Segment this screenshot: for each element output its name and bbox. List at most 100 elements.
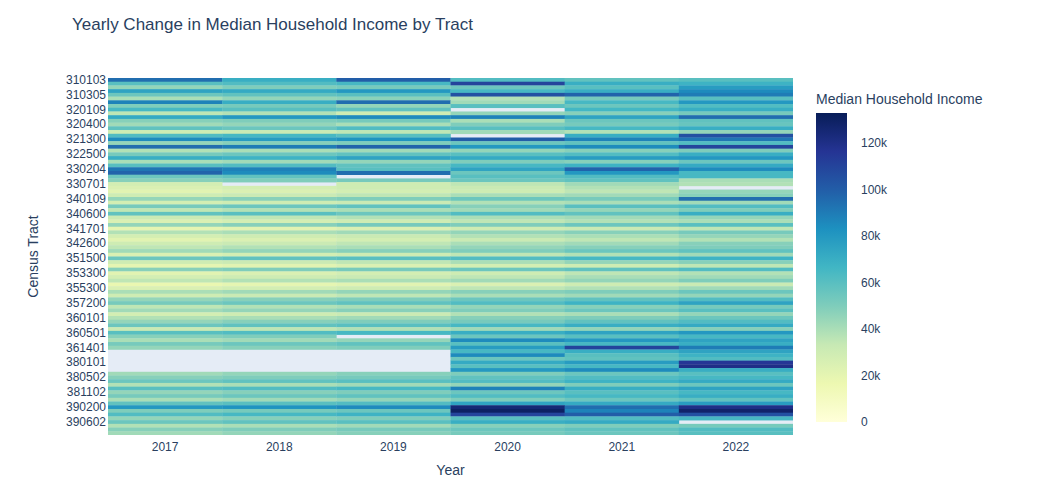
heatmap-cell [565,212,679,216]
heatmap-cell [451,327,565,331]
heatmap-cell [679,216,793,220]
colorbar-tick-label: 80k [861,229,881,243]
heatmap-cell [108,197,222,201]
heatmap-cell [451,424,565,428]
heatmap-cell [565,431,679,435]
heatmap-cell [336,402,450,406]
heatmap-cell [565,89,679,93]
heatmap-cell [108,279,222,283]
heatmap-cell [451,104,565,108]
heatmap-cell [679,171,793,175]
heatmap-cell [565,201,679,205]
heatmap-cell [451,271,565,275]
heatmap-cell [565,156,679,160]
heatmap-cell [565,257,679,261]
heatmap-cell [679,372,793,376]
heatmap-cell [451,245,565,249]
heatmap-cell [451,398,565,402]
heatmap-cell [222,204,336,208]
heatmap-cell [451,368,565,372]
y-tick-label: 340600 [66,207,106,221]
heatmap-cell [565,335,679,339]
heatmap-cell [679,245,793,249]
heatmap-cell [336,171,450,175]
x-tick-label: 2017 [152,440,179,454]
heatmap-cell [108,376,222,380]
heatmap-cell [679,89,793,93]
heatmap-cell [565,245,679,249]
heatmap-cell [451,402,565,406]
heatmap-cell [679,227,793,231]
heatmap-cell [336,126,450,130]
heatmap-cell [679,85,793,89]
heatmap-cell [108,115,222,119]
heatmap-cell [679,353,793,357]
heatmap-cell [679,152,793,156]
heatmap-cell [451,204,565,208]
heatmap-cell [336,416,450,420]
heatmap-cell [222,383,336,387]
heatmap-cell [222,320,336,324]
heatmap-cell [451,227,565,231]
heatmap-cell [336,342,450,346]
heatmap-cell [336,216,450,220]
heatmap-cell [108,286,222,290]
heatmap-cell [108,156,222,160]
heatmap-cell [336,398,450,402]
heatmap-cell [679,141,793,145]
heatmap-cell [451,394,565,398]
heatmap-cell [222,290,336,294]
heatmap-cell [336,264,450,268]
heatmap-cell [565,171,679,175]
heatmap-cell [451,257,565,261]
y-tick-label: 341701 [66,222,106,236]
heatmap-cell [222,108,336,112]
heatmap-cell [679,149,793,153]
heatmap-cell [451,138,565,142]
heatmap-cell [679,108,793,112]
heatmap-cell [565,290,679,294]
heatmap-cell [108,238,222,242]
heatmap-cell [336,323,450,327]
heatmap-cell [565,208,679,212]
heatmap-cell [565,230,679,234]
heatmap-cell [222,271,336,275]
heatmap-cell [679,111,793,115]
heatmap-cell [108,223,222,227]
heatmap-cell [679,409,793,413]
heatmap-cell [565,413,679,417]
heatmap-cell [222,186,336,190]
heatmap-cell [336,201,450,205]
colorbar-tick-label: 20k [861,369,881,383]
heatmap-cell [108,405,222,409]
heatmap-cell [451,97,565,101]
heatmap-cell [451,297,565,301]
heatmap-cell [222,178,336,182]
heatmap-cell [108,216,222,220]
heatmap-cell [565,323,679,327]
colorbar-tick-label: 0 [861,415,868,429]
y-tick-label: 357200 [66,296,106,310]
heatmap-cell [679,175,793,179]
heatmap-cell [336,111,450,115]
heatmap-cell [108,126,222,130]
heatmap-cell [565,275,679,279]
heatmap-cell [336,305,450,309]
heatmap-cell [108,420,222,424]
heatmap-cell [336,178,450,182]
heatmap-cell [222,402,336,406]
y-tick-label: 330204 [66,162,106,176]
heatmap-cell [108,260,222,264]
heatmap-cell [679,361,793,365]
heatmap-cell [336,327,450,331]
heatmap-cell [565,260,679,264]
colorbar-tick [847,189,850,190]
heatmap-cell [565,227,679,231]
heatmap-cell [679,115,793,119]
heatmap-cell [679,104,793,108]
heatmap-cell [108,111,222,115]
heatmap-cell [565,104,679,108]
heatmap-cell [108,219,222,223]
heatmap-cell [108,186,222,190]
heatmap-cell [565,390,679,394]
